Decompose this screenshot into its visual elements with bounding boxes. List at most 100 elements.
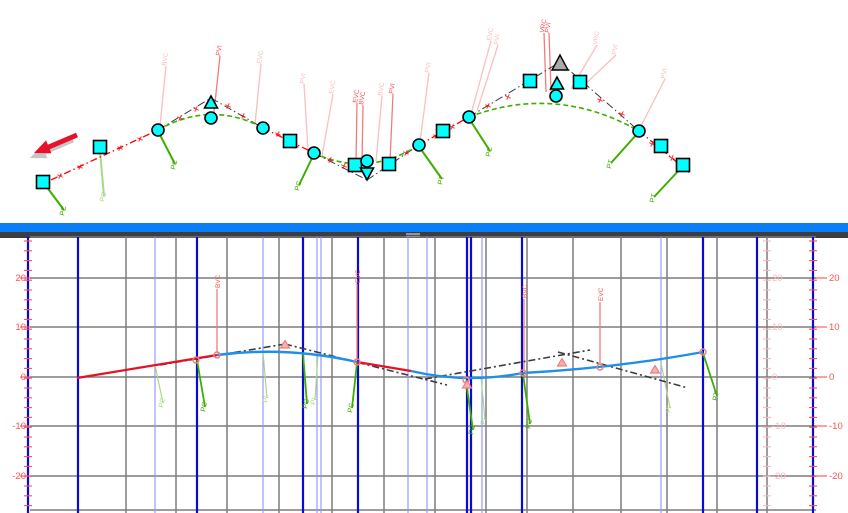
plan-leader-label: PVI [660, 68, 669, 80]
tick-line [276, 131, 280, 137]
pvi-triangle-marker [549, 75, 565, 90]
elevation-label-right-faded: 0 [772, 372, 777, 383]
pi-square-marker [522, 73, 538, 89]
gray-triangle-marker [550, 53, 570, 71]
plan-leader-label: PVI [388, 83, 397, 95]
station-tick [225, 103, 231, 109]
plan-green-leader-label: PC [99, 191, 108, 202]
pi-square-marker [435, 123, 451, 139]
curve-point-circle-marker [360, 154, 374, 168]
profile-pvi-triangle-marker [556, 357, 568, 367]
tick-line [58, 173, 62, 179]
station-tick [240, 113, 246, 119]
profile-tangent-line [284, 343, 448, 386]
profile-design-curve [410, 369, 524, 380]
station-tick [597, 97, 603, 103]
station-tick [619, 111, 625, 117]
profile-design-curve [522, 350, 704, 375]
plan-leader-line [389, 93, 394, 162]
tick-line [598, 97, 602, 103]
plan-tangent-line [210, 97, 264, 129]
profile-red-leader-label: BVC [215, 274, 222, 288]
elevation-label-right-faded: 10 [772, 322, 783, 333]
profile-green-leader [262, 351, 268, 399]
curve-point-circle-marker [549, 89, 563, 103]
view-splitter[interactable] [0, 223, 848, 238]
profile-red-leader-label: EVC [355, 269, 362, 283]
plan-tangent-line [157, 97, 212, 131]
plan-green-leader-line [158, 132, 176, 165]
tick-line [670, 155, 674, 161]
profile-vc-circle-marker [519, 369, 527, 377]
plan-leader-label: EVC [328, 80, 337, 95]
tick-line [486, 103, 490, 109]
plan-leader-line [254, 63, 262, 125]
pi-square-marker [572, 74, 588, 90]
plan-leader-label: PVI [493, 34, 502, 46]
profile-grade-line [356, 360, 412, 373]
profile-green-leader-label: PI [262, 395, 270, 403]
plan-green-leader-label: PT [606, 158, 615, 169]
tick-line [404, 150, 408, 156]
station-tick [193, 106, 199, 112]
profile-green-leader [465, 380, 474, 431]
profile-design-curve [216, 350, 358, 364]
plan-leader-line [419, 72, 430, 143]
profile-green-leader [351, 362, 358, 409]
plan-leader-label: PVI [544, 22, 553, 34]
profile-green-leader-label: PI [310, 397, 318, 405]
station-tick [275, 131, 281, 137]
station-tick [77, 164, 83, 170]
profile-viewport[interactable]: 202020101010000-10-10-10-20-20-20BVCEVCB… [12, 236, 843, 513]
tick-line [506, 94, 510, 100]
profile-green-leader-label: PC [347, 402, 356, 413]
profile-green-leader-label: PT [712, 391, 721, 402]
elevation-label-right: -20 [829, 471, 843, 482]
profile-green-leader-label: PI [480, 417, 488, 425]
elevation-label-right: 10 [829, 322, 840, 333]
curve-point-circle-marker [632, 124, 646, 138]
pi-square-marker [347, 157, 363, 173]
splitter-blue-bar [0, 223, 848, 232]
plan-green-leader-line [99, 151, 105, 197]
station-tick [57, 173, 63, 179]
pvi-triangle-marker [203, 94, 219, 109]
elevation-label-left: -10 [12, 421, 26, 432]
profile-red-leader-label: BVC [522, 284, 529, 298]
plan-green-leader-label: PC [294, 180, 303, 191]
profile-green-leader-label: PC [302, 398, 311, 409]
plan-leader-label: EVC [256, 50, 265, 65]
splitter-dark-bar [0, 232, 848, 238]
profile-green-leader [302, 352, 308, 405]
elevation-label-right-faded: 20 [772, 273, 783, 284]
plan-leader-label: EVC [486, 27, 495, 42]
curve-point-circle-marker [412, 138, 426, 152]
tick-line [178, 115, 182, 121]
profile-green-leader [314, 354, 319, 401]
curve-point-circle-marker [462, 110, 476, 124]
profile-green-leader [480, 376, 486, 421]
elevation-label-right-faded: -20 [772, 471, 786, 482]
station-tick [403, 150, 409, 156]
plan-leader-label: EVC [352, 89, 361, 104]
arrow-layer [34, 132, 78, 154]
plan-leader-label: VRC [539, 18, 548, 33]
plan-leader-label: PVI [215, 45, 224, 57]
plan-leader-line [321, 93, 334, 157]
station-tick [341, 163, 347, 169]
plan-green-leader-line [469, 119, 491, 152]
station-tick [117, 145, 123, 151]
tick-line [620, 111, 624, 117]
elevation-label-right: 0 [829, 372, 834, 383]
profile-green-leader-label: PC [525, 418, 534, 429]
plan-tangent-line [559, 61, 640, 132]
station-tick [137, 136, 143, 142]
plan-alignment-tangent [262, 127, 315, 154]
profile-red-leader-label: EVC [598, 287, 605, 301]
curve-point-circle-marker [204, 111, 218, 125]
elevation-label-right-faded: -10 [772, 421, 786, 432]
pi-square-marker [92, 139, 108, 155]
tick-line [650, 141, 654, 147]
